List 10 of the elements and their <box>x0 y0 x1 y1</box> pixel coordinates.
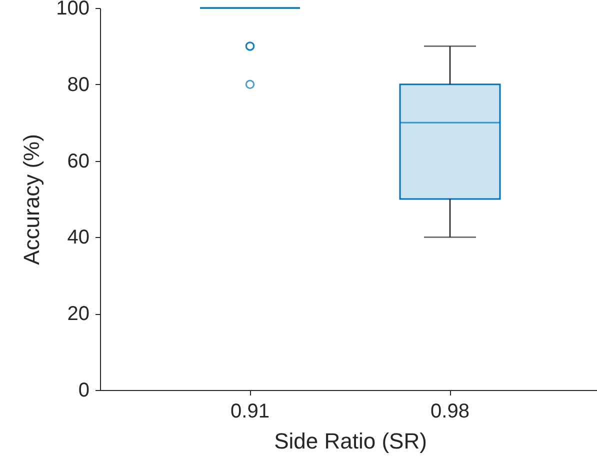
y-tick-label: 60 <box>67 150 90 172</box>
y-tick-label: 100 <box>56 0 90 20</box>
y-tick-label: 20 <box>67 303 90 326</box>
y-tick-label: 40 <box>67 226 90 249</box>
y-tick-label: 80 <box>67 74 90 96</box>
y-tick-label: 0 <box>78 380 90 402</box>
y-axis-title: Accuracy (%) <box>19 134 44 265</box>
x-tick-label: 0.91 <box>230 400 270 422</box>
x-axis-title: Side Ratio (SR) <box>274 428 427 454</box>
x-tick-label: 0.98 <box>430 400 470 422</box>
